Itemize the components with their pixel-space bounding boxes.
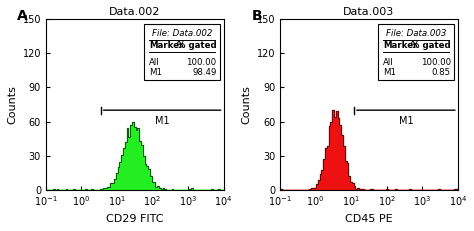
Y-axis label: Counts: Counts <box>241 85 251 124</box>
Text: Marker: Marker <box>383 41 418 50</box>
Title: Data.002: Data.002 <box>109 7 160 17</box>
Text: All: All <box>383 58 394 67</box>
Y-axis label: Counts: Counts <box>7 85 17 124</box>
Text: All: All <box>149 58 160 67</box>
Text: M1: M1 <box>383 68 396 77</box>
Text: File: Data.003: File: Data.003 <box>386 28 446 37</box>
X-axis label: CD29 FITC: CD29 FITC <box>106 214 164 224</box>
Text: Marker: Marker <box>149 41 183 50</box>
Text: % gated: % gated <box>411 41 451 50</box>
Title: Data.003: Data.003 <box>343 7 394 17</box>
Text: 98.49: 98.49 <box>192 68 217 77</box>
Text: 0.85: 0.85 <box>432 68 451 77</box>
FancyBboxPatch shape <box>144 24 220 80</box>
Text: 100.00: 100.00 <box>186 58 217 67</box>
Text: File: Data.002: File: Data.002 <box>152 28 212 37</box>
Text: % gated: % gated <box>177 41 217 50</box>
Text: 100.00: 100.00 <box>420 58 451 67</box>
FancyBboxPatch shape <box>378 24 454 80</box>
Text: M1: M1 <box>399 116 413 126</box>
X-axis label: CD45 PE: CD45 PE <box>345 214 393 224</box>
Text: M1: M1 <box>155 116 170 126</box>
Text: B: B <box>252 9 262 23</box>
Text: M1: M1 <box>149 68 162 77</box>
Text: A: A <box>18 9 28 23</box>
